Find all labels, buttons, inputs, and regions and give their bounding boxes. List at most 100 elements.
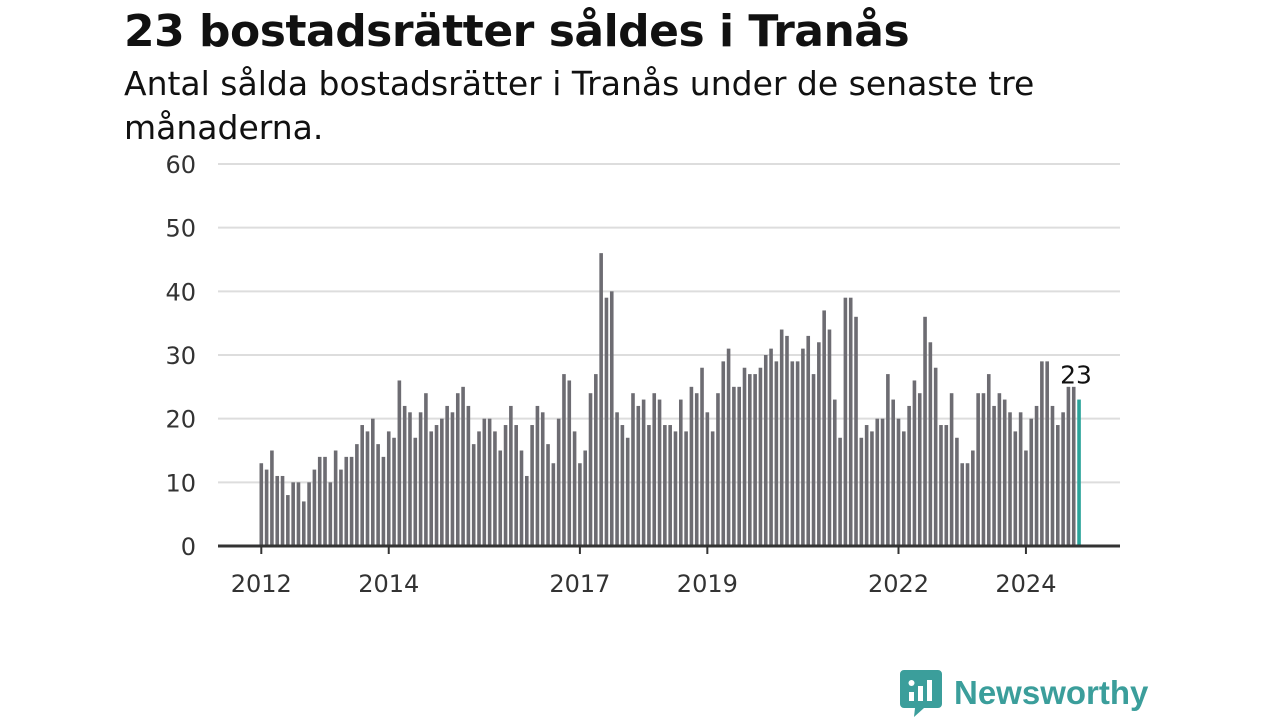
bar <box>291 482 295 546</box>
bar <box>604 297 609 546</box>
x-tick-label: 2012 <box>231 570 292 598</box>
x-axis: 2012 2014 2017 2019 2022 2024 <box>218 544 1120 598</box>
bar <box>381 456 386 546</box>
bar <box>875 418 880 546</box>
brand-name: Newsworthy <box>954 674 1149 711</box>
bar <box>848 297 853 546</box>
bar <box>296 482 301 546</box>
bar <box>477 431 481 546</box>
bar <box>376 444 380 546</box>
bar <box>976 393 980 546</box>
bar <box>641 399 646 546</box>
bar <box>471 444 476 546</box>
bar <box>259 463 264 546</box>
bar <box>588 393 593 546</box>
bar <box>716 393 720 546</box>
bar <box>487 418 492 546</box>
bars <box>259 253 1081 546</box>
y-tick-label: 40 <box>165 278 196 306</box>
bar <box>933 367 938 546</box>
bar <box>700 367 704 546</box>
bar <box>525 475 529 546</box>
bar <box>567 380 572 546</box>
bar <box>636 405 641 546</box>
bar <box>806 335 811 546</box>
bar <box>732 386 736 546</box>
bar <box>1045 361 1049 546</box>
y-tick-label: 10 <box>165 469 196 497</box>
bar <box>923 316 927 546</box>
bar <box>997 393 1002 546</box>
bar <box>1066 386 1071 546</box>
x-tick-label: 2022 <box>868 570 929 598</box>
bar <box>763 355 768 546</box>
bar <box>280 475 285 546</box>
bar <box>843 297 848 546</box>
bar <box>832 399 837 546</box>
highlight-value-label: 23 <box>1060 361 1092 390</box>
bar <box>822 310 826 546</box>
bar <box>1040 361 1044 546</box>
y-axis-tick-labels: 0 10 20 30 40 50 60 <box>165 151 196 561</box>
y-tick-label: 50 <box>165 215 196 243</box>
bar <box>620 425 625 546</box>
bar <box>546 444 550 546</box>
y-tick-label: 0 <box>181 533 196 561</box>
bar <box>333 450 338 546</box>
bar <box>355 444 359 546</box>
bar <box>360 425 364 546</box>
bar <box>286 495 290 546</box>
bar <box>678 399 683 546</box>
bar <box>572 431 577 546</box>
bar <box>981 393 986 546</box>
bar <box>742 367 747 546</box>
bar <box>1013 431 1018 546</box>
bar <box>1024 450 1028 546</box>
bar <box>838 437 842 546</box>
bar <box>578 463 582 546</box>
bar-highlighted <box>1077 399 1081 546</box>
bar <box>530 425 534 546</box>
bar <box>886 374 890 546</box>
bar <box>737 386 741 546</box>
x-tick-label: 2019 <box>677 570 738 598</box>
bar <box>859 437 864 546</box>
bar <box>1071 386 1076 546</box>
bar <box>880 418 885 546</box>
bar <box>509 405 513 546</box>
bar <box>535 405 540 546</box>
bar <box>902 431 906 546</box>
bar <box>965 463 970 546</box>
bar <box>774 361 779 546</box>
bar <box>594 374 598 546</box>
bar <box>397 380 402 546</box>
bar <box>1002 399 1007 546</box>
gridlines <box>218 163 1120 484</box>
y-tick-label: 20 <box>165 406 196 434</box>
bar <box>811 374 816 546</box>
bar <box>402 405 407 546</box>
bar <box>434 425 439 546</box>
bar <box>944 425 949 546</box>
bar <box>710 431 715 546</box>
bar <box>270 450 274 546</box>
bar <box>684 431 688 546</box>
bar <box>748 374 752 546</box>
bar <box>992 405 996 546</box>
bar <box>408 412 412 546</box>
bar <box>1056 425 1060 546</box>
chart-subtitle: Antal sålda bostadsrätter i Tranås under… <box>124 64 1035 147</box>
bar <box>721 361 726 546</box>
bar <box>519 450 524 546</box>
bar <box>854 316 858 546</box>
bar <box>705 412 710 546</box>
bar <box>1018 412 1023 546</box>
bar <box>1050 405 1055 546</box>
annotations: 23 <box>1060 361 1092 390</box>
bar <box>753 374 757 546</box>
bar <box>668 425 672 546</box>
bar <box>1034 405 1039 546</box>
x-tick-label: 2024 <box>995 570 1056 598</box>
bar <box>371 418 375 546</box>
bar <box>689 386 694 546</box>
